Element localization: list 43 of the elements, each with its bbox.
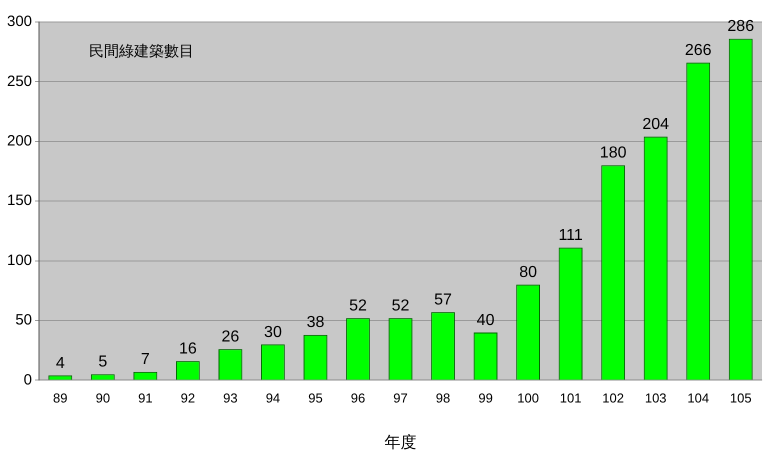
data-label: 4 [56,354,65,372]
data-label: 52 [392,298,410,315]
data-label: 40 [476,312,495,329]
data-label: 204 [642,116,670,134]
data-label: 16 [178,340,197,358]
data-label: 26 [222,328,240,346]
y-tick-label: 0 [24,371,32,388]
y-tick-label: 50 [15,312,32,329]
data-label: 30 [264,324,282,341]
data-label: 180 [600,144,627,162]
x-tick-label: 101 [560,390,582,406]
x-tick-label: 104 [687,390,710,406]
x-tick-label: 97 [393,390,408,406]
data-label: 7 [140,351,150,368]
x-tick-label: 100 [517,390,539,406]
data-label: 38 [306,314,324,332]
y-tick-label: 100 [6,252,32,269]
x-tick-label: 102 [602,390,624,406]
x-tick-label: 90 [96,390,110,406]
data-label: 286 [727,18,754,36]
text: 民間綠建築數目 [89,42,194,60]
data-label: 80 [519,264,538,282]
data-label: 5 [98,354,108,371]
x-tick-label: 95 [308,390,323,406]
x-tick-label: 105 [730,390,752,406]
y-tick-label: 300 [6,13,32,30]
y-tick-label: 200 [6,132,32,150]
x-tick-label: 96 [350,390,366,406]
x-tick-label: 91 [138,390,153,406]
data-label: 57 [434,292,452,309]
y-tick-label: 150 [6,192,32,210]
x-tick-label: 89 [53,390,68,406]
data-label: 266 [684,42,712,59]
x-tick-label: 98 [436,390,450,406]
data-label: 52 [349,298,367,315]
x-axis-title: 年度 [384,432,417,452]
data-label: 111 [558,227,583,244]
y-tick-label: 250 [6,72,32,90]
x-tick-label: 103 [644,390,667,406]
x-tick-label: 94 [266,390,280,406]
x-tick-label: 92 [180,390,196,406]
x-tick-label: 99 [478,390,493,406]
x-tick-label: 93 [223,390,238,406]
